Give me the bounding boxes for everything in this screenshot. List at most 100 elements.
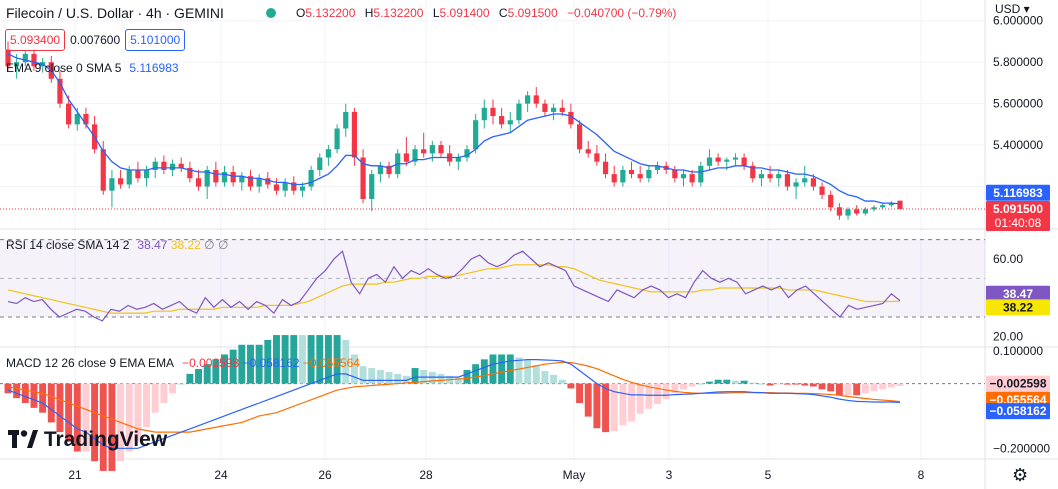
candle-body	[360, 157, 366, 199]
ema-legend[interactable]: EMA 9 close 0 SMA 5 5.116983	[6, 61, 179, 75]
currency-selector[interactable]: USD ▾	[995, 2, 1030, 16]
macd-pane[interactable]	[0, 335, 985, 471]
macd-value: −0.058162	[242, 356, 300, 370]
macd-hist-bar	[247, 344, 254, 384]
candle-body	[135, 169, 141, 179]
macd-line	[7, 359, 901, 449]
time-tick-label: 3	[666, 468, 673, 482]
candle-body	[421, 149, 427, 154]
macd-hist-value: −0.002598	[182, 356, 240, 370]
macd-hist-bar	[82, 383, 90, 452]
macd-tick-label: 0.100000	[993, 344, 1043, 358]
symbol-title[interactable]: Filecoin / U.S. Dollar · 4h · GEMINI	[6, 5, 224, 21]
ohlc-close-value: 5.091500	[507, 6, 558, 20]
macd-hist-bar	[731, 380, 739, 384]
candle-body	[585, 149, 591, 154]
macd-hist-bar	[385, 371, 393, 384]
ohlc-low-key: L	[432, 6, 440, 20]
currency-label: USD	[995, 2, 1021, 16]
sell-button[interactable]: 5.093400	[5, 29, 66, 51]
macd-hist-bar	[350, 354, 358, 384]
macd-hist-bar	[273, 335, 280, 384]
macd-hist-bar	[13, 383, 21, 399]
candle-body	[403, 153, 409, 162]
candle-body	[568, 111, 574, 125]
candle-body	[317, 157, 323, 170]
macd-hist-bar	[827, 383, 835, 392]
time-tick-label: 26	[318, 468, 332, 482]
candle-body	[897, 200, 903, 210]
tradingview-logo[interactable]: TradingView	[8, 428, 167, 452]
price-pane[interactable]	[0, 41, 985, 220]
candle-body	[845, 209, 851, 216]
candle-body	[161, 161, 167, 170]
macd-hist-bar	[593, 383, 601, 429]
candle-body	[680, 174, 687, 179]
candle-body	[126, 169, 132, 185]
candle-body	[464, 149, 470, 158]
ohlc-open-key: O	[296, 6, 306, 20]
ohlc-readout: O5.132200 H5.132200 L5.091400 C5.091500 …	[296, 6, 682, 20]
buy-button[interactable]: 5.101000	[125, 29, 186, 51]
macd-hist-bar	[887, 383, 895, 388]
macd-hist-bar	[879, 383, 887, 390]
macd-hist-bar	[368, 368, 376, 384]
candle-body	[620, 169, 626, 183]
market-status-dot	[266, 8, 276, 18]
macd-hist-bar	[298, 335, 306, 384]
candle-body	[169, 163, 176, 170]
candle-body	[741, 157, 747, 166]
candle-body	[784, 174, 791, 187]
macd-hist-bar	[714, 379, 722, 384]
macd-hist-bar	[437, 373, 445, 384]
macd-hist-bar	[861, 383, 869, 394]
current-price-tag: 5.091500	[993, 202, 1043, 216]
price-tag-bg	[986, 201, 1050, 232]
tv-logo-icon	[8, 430, 38, 448]
macd-hist-bar	[195, 369, 202, 384]
candle-body	[204, 169, 210, 187]
candle-body	[646, 169, 652, 179]
macd-hist-bar	[255, 344, 263, 384]
candle-body	[31, 53, 37, 67]
candle-body	[533, 95, 539, 104]
candle-body	[576, 124, 583, 150]
candle-body	[550, 107, 557, 112]
candle-body	[836, 207, 842, 216]
macd-value-tag-bg	[986, 403, 1050, 420]
macd-hist-bar	[602, 383, 610, 433]
candle-body	[230, 172, 236, 183]
candle-body	[14, 62, 20, 67]
candle-body	[74, 114, 80, 125]
macd-hist-bar	[532, 365, 540, 384]
candle-body	[299, 186, 306, 191]
macd-hist-bar	[454, 377, 462, 384]
candle-body	[308, 169, 314, 187]
settings-gear-icon[interactable]: ⚙	[1012, 465, 1029, 485]
rsi-value-tag-bg	[986, 285, 1050, 302]
rsi-value: 38.47	[137, 238, 168, 252]
macd-hist-bar	[489, 354, 497, 384]
candle-body	[22, 53, 28, 63]
macd-hist-bar	[619, 383, 627, 426]
macd-hist-bar	[757, 383, 765, 385]
macd-legend[interactable]: MACD 12 26 close 9 EMA EMA −0.002598 −0.0…	[6, 356, 360, 370]
candle-body	[83, 114, 89, 125]
price-tick-label: 5.800000	[993, 55, 1043, 69]
ohlc-low-value: 5.091400	[439, 6, 490, 20]
macd-signal-value: −0.055564	[302, 356, 360, 370]
time-tick-label: 21	[68, 468, 82, 482]
macd-hist-bar	[212, 359, 220, 384]
macd-hist-bar	[671, 383, 679, 394]
rsi-ma-tag: 38.22	[1003, 300, 1033, 314]
candle-body	[819, 186, 825, 195]
rsi-legend[interactable]: RSI 14 close SMA 14 2 38.47 38.22 ∅ ∅	[6, 238, 228, 252]
macd-hist-bar	[723, 379, 731, 384]
macd-hist-bar	[654, 383, 661, 404]
candle-body	[698, 165, 704, 183]
macd-hist-bar	[99, 383, 107, 471]
macd-hist-bar	[73, 383, 81, 452]
rsi-pane[interactable]	[0, 239, 985, 322]
price-tick-label: 5.400000	[993, 138, 1043, 152]
